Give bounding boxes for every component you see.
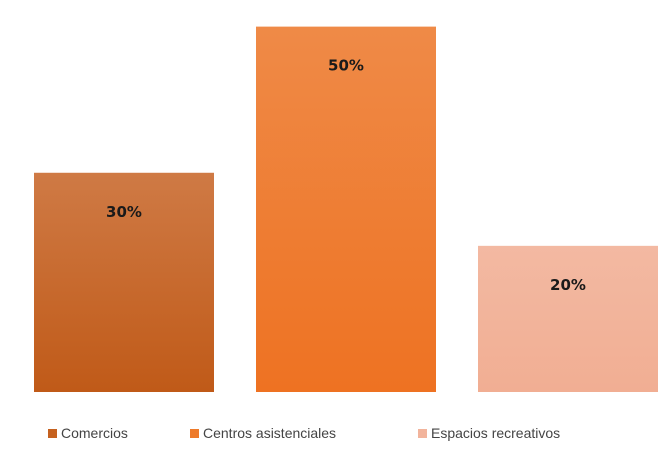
bar-espacios-recreativos	[478, 245, 658, 392]
data-label-espacios-recreativos: 20%	[550, 276, 586, 294]
legend-swatch-comercios	[48, 429, 57, 438]
legend-swatch-espacios-recreativos	[418, 429, 427, 438]
legend-item-comercios: Comercios	[48, 425, 128, 441]
data-label-comercios: 30%	[106, 203, 142, 221]
legend-item-centros-asistenciales: Centros asistenciales	[190, 425, 336, 441]
legend-label-comercios: Comercios	[61, 425, 128, 441]
legend-item-espacios-recreativos: Espacios recreativos	[418, 425, 560, 441]
legend-label-espacios-recreativos: Espacios recreativos	[431, 425, 560, 441]
legend-label-centros-asistenciales: Centros asistenciales	[203, 425, 336, 441]
legend-swatch-centros-asistenciales	[190, 429, 199, 438]
legend: Comercios Centros asistenciales Espacios r…	[48, 425, 560, 441]
data-label-centros-asistenciales: 50%	[328, 57, 364, 75]
plot-area: 30% 50% 20%	[34, 26, 658, 392]
bar-comercios	[34, 172, 214, 392]
bar-centros-asistenciales	[256, 26, 436, 392]
